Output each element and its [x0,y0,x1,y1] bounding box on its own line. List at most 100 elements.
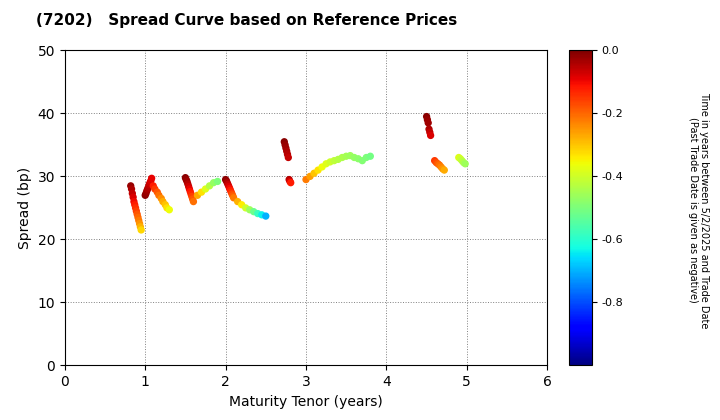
Point [135,227,147,234]
X-axis label: Maturity Tenor (years): Maturity Tenor (years) [229,395,383,409]
Point [128,198,140,205]
Point [244,207,256,213]
Point [182,181,194,187]
Point [133,217,145,224]
Point [341,153,352,160]
Point [135,223,146,230]
Point [227,192,238,199]
Point [281,148,292,155]
Point [225,189,237,196]
Point [127,190,138,197]
Text: (7202)   Spread Curve based on Reference Prices: (7202) Spread Curve based on Reference P… [36,13,457,28]
Point [126,186,138,192]
Point [140,192,151,199]
Text: Time in years between 5/2/2025 and Trade Date
(Past Trade Date is given as negat: Time in years between 5/2/2025 and Trade… [688,92,709,328]
Point [149,186,161,192]
Point [353,155,364,162]
Point [220,176,231,183]
Point [232,198,243,205]
Point [188,198,199,205]
Point [324,158,336,165]
Point [199,186,211,192]
Point [285,179,297,186]
Point [223,183,235,190]
Point [279,138,290,145]
Point [187,196,199,202]
Point [284,176,295,183]
Point [186,193,197,200]
Point [282,154,294,161]
Point [144,179,156,186]
Point [220,177,232,184]
Point [196,189,207,196]
Point [129,201,140,208]
Point [184,188,196,195]
Y-axis label: Spread (bp): Spread (bp) [18,167,32,249]
Point [423,126,435,132]
Point [454,155,466,162]
Point [143,184,154,191]
Point [456,157,468,164]
Point [184,186,195,192]
Point [143,181,155,188]
Point [236,201,248,208]
Point [356,157,368,164]
Point [224,185,235,192]
Point [312,167,324,173]
Point [333,156,344,163]
Point [424,129,436,136]
Point [305,173,316,180]
Point [185,191,197,197]
Point [181,176,192,183]
Point [328,157,340,164]
Point [422,116,433,123]
Point [156,195,167,202]
Point [192,192,203,199]
Point [142,186,153,192]
Point [361,154,372,161]
Point [160,201,171,208]
Point [425,132,436,139]
Point [225,187,236,194]
Point [222,179,233,186]
Point [432,160,444,167]
Point [161,205,173,211]
Point [458,159,469,166]
Point [438,167,450,173]
Point [348,154,360,161]
Point [453,154,464,161]
Point [308,170,320,176]
Point [212,178,223,185]
Point [284,178,296,185]
Point [208,179,220,186]
Point [248,208,259,215]
Point [336,154,348,161]
Point [300,176,312,183]
Point [256,212,268,218]
Point [183,183,194,190]
Point [130,205,141,211]
Point [226,191,238,197]
Point [433,162,445,168]
Point [344,152,356,159]
Point [181,178,193,185]
Point [459,160,471,167]
Point [260,213,271,219]
Point [140,190,152,197]
Point [280,144,292,151]
Point [364,153,376,160]
Point [423,119,434,126]
Point [157,198,168,205]
Point [145,177,156,184]
Point [204,182,215,189]
Point [316,163,328,171]
Point [180,174,192,181]
Point [222,181,234,188]
Point [132,214,144,221]
Point [134,220,145,227]
Point [252,210,264,217]
Point [153,192,165,199]
Point [228,194,240,201]
Point [132,211,143,218]
Point [130,208,142,214]
